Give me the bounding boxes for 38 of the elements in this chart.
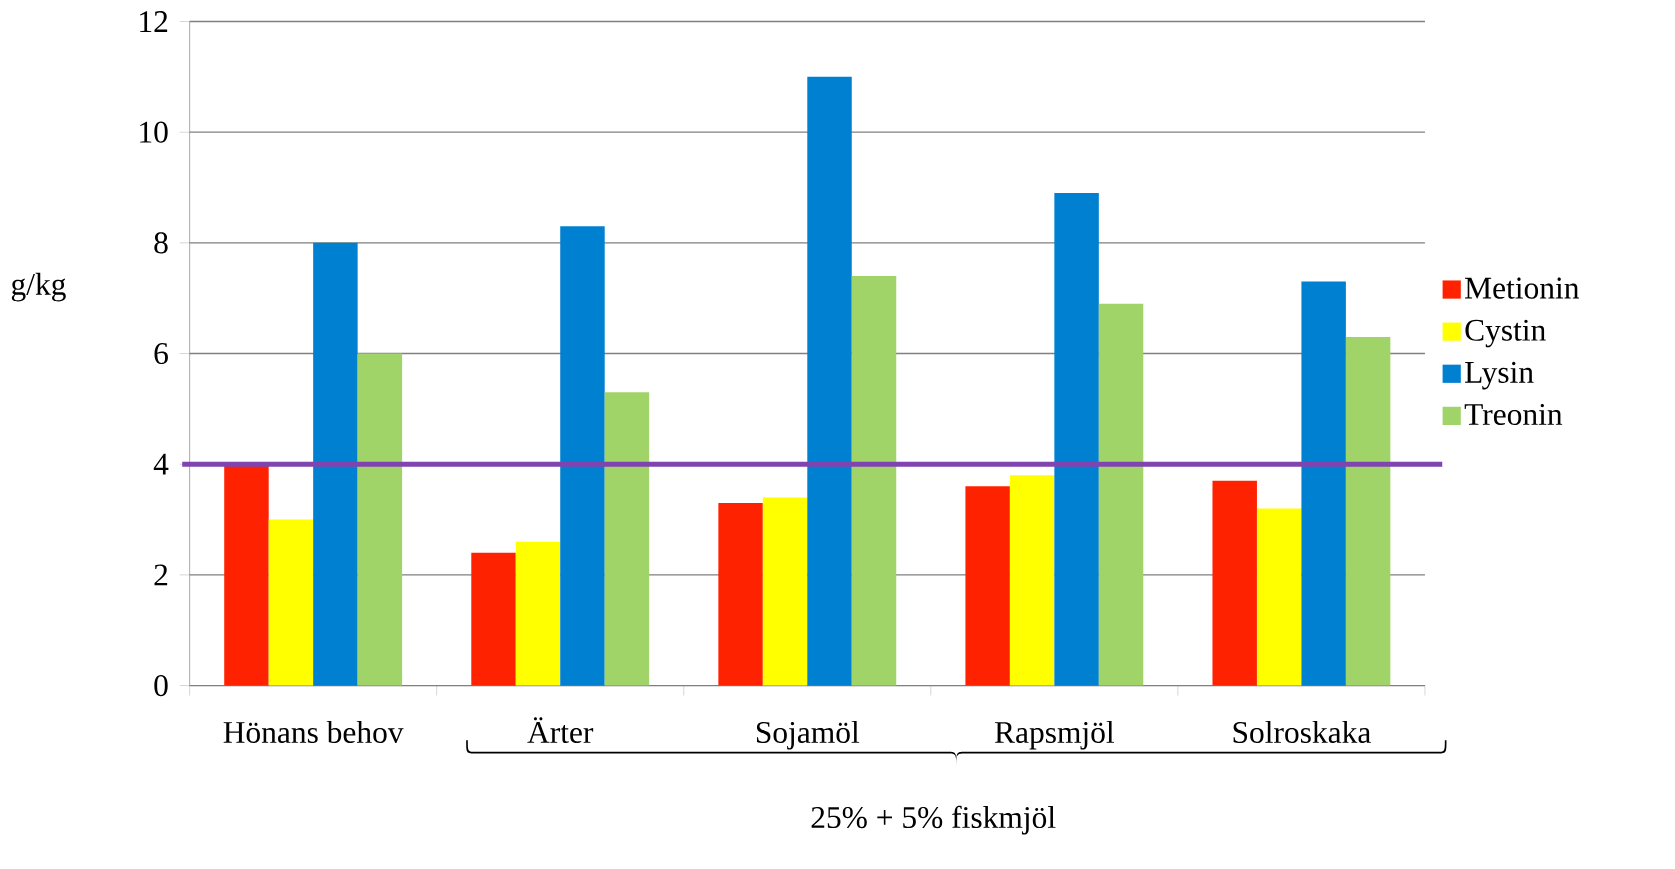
bar: [604, 392, 650, 686]
legend-label: Treonin: [1464, 403, 1563, 425]
bar: [1301, 281, 1346, 686]
legend-label: Lysin: [1465, 361, 1534, 390]
bar: [1345, 336, 1391, 686]
x-tick-label: Hönans behov: [223, 720, 404, 743]
x-tick-label: Sojamöl: [756, 720, 860, 750]
bar: [357, 353, 403, 686]
bar: [313, 242, 358, 686]
text: 25% + 5% fiskmjöl: [811, 805, 1056, 835]
y-tick-label: 0: [154, 674, 168, 696]
bar: [224, 464, 269, 686]
x-tick-label: Solroskaka: [1233, 720, 1371, 743]
bar: [851, 275, 897, 686]
bar: [762, 497, 808, 686]
y-tick-label: 12: [140, 10, 168, 32]
y-tick-label: 4: [153, 453, 169, 475]
bar: [1098, 303, 1144, 686]
bar: [471, 552, 516, 686]
legend-label: Metionin: [1465, 277, 1580, 299]
bar: [268, 519, 314, 686]
bar: [965, 486, 1010, 686]
bar: [560, 226, 605, 686]
y-tick-label: 6: [154, 342, 168, 364]
x-tick-label: Ärter: [527, 717, 594, 743]
y-tick-label: 10: [140, 121, 168, 143]
bar: [1212, 480, 1257, 686]
bar: [1009, 475, 1055, 686]
legend-label: Cystin: [1465, 319, 1546, 348]
bar: [1054, 192, 1099, 686]
bar: [718, 502, 763, 686]
bar: [515, 541, 561, 686]
bar: [1256, 508, 1302, 686]
bar: [807, 76, 852, 686]
x-tick-label: Rapsmjöl: [994, 720, 1115, 750]
y-tick-label: 2: [154, 564, 168, 586]
y-tick-label: 8: [154, 232, 168, 254]
y-axis-title: g/kg: [11, 272, 66, 302]
